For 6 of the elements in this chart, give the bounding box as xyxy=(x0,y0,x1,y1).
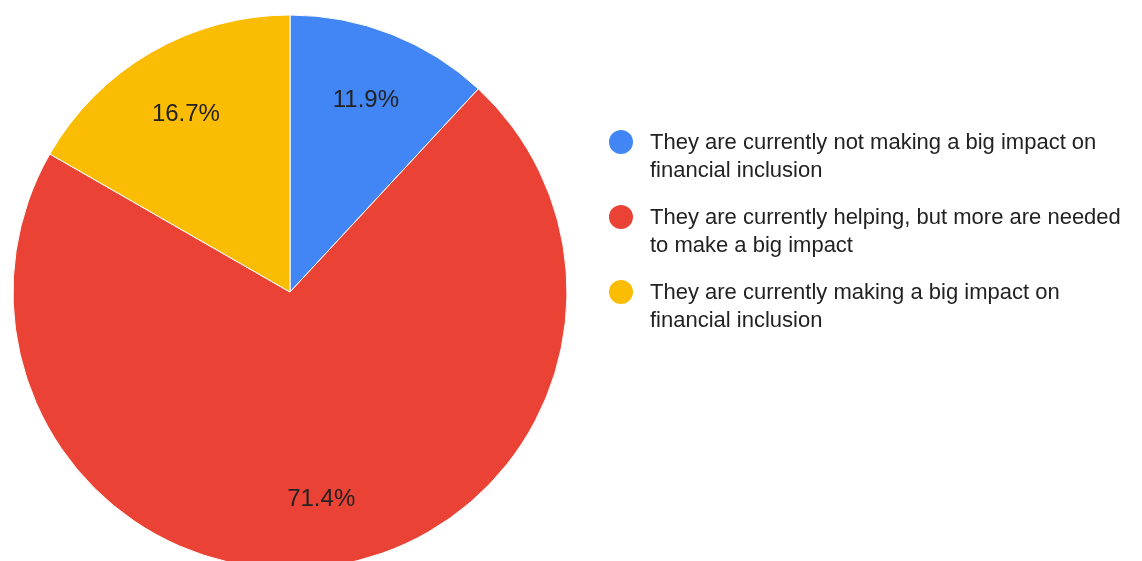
data-label: 71.4% xyxy=(287,483,356,511)
legend-label: They are currently helping, but more are needed to make a big impact xyxy=(650,203,1122,259)
data-label: 11.9% xyxy=(332,85,400,113)
legend-label: They are currently making a big impact on financial inclusion xyxy=(650,278,1061,334)
legend-label: They are currently not making a big impact on financial inclusion xyxy=(650,128,1098,184)
data-label: 16.7% xyxy=(151,98,220,126)
